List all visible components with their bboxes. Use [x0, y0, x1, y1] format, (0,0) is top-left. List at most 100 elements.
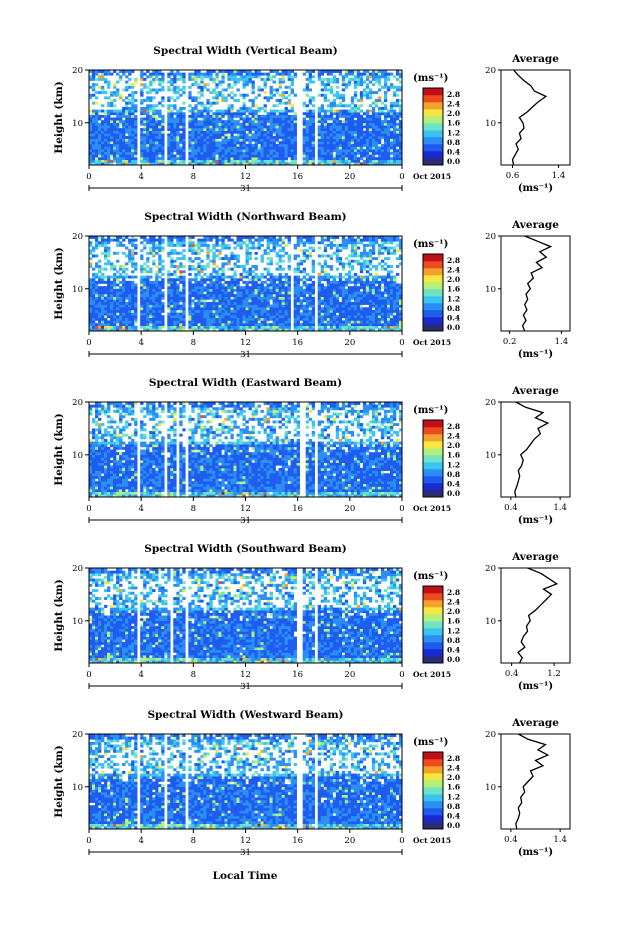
heatmap-cell	[215, 310, 218, 313]
heatmap-cell	[306, 139, 309, 142]
heatmap-cell	[209, 115, 212, 118]
heatmap-cell	[264, 91, 267, 94]
heatmap-cell	[188, 120, 191, 123]
heatmap-cell	[239, 299, 242, 302]
heatmap-cell	[324, 131, 327, 134]
heatmap-cell	[155, 289, 158, 292]
heatmap-cell	[230, 291, 233, 294]
heatmap-cell	[273, 305, 276, 308]
heatmap-cell	[101, 141, 104, 144]
heatmap-cell	[339, 123, 342, 126]
heatmap-cell	[98, 128, 101, 131]
heatmap-cell	[300, 249, 303, 252]
heatmap-cell	[246, 257, 249, 260]
heatmap-cell	[107, 152, 110, 155]
heatmap-cell	[197, 136, 200, 139]
heatmap-cell	[288, 75, 291, 78]
heatmap-cell	[167, 139, 170, 142]
heatmap-cell	[131, 118, 134, 121]
heatmap-cell	[327, 286, 330, 289]
heatmap-cell	[288, 141, 291, 144]
heatmap-cell	[122, 131, 125, 134]
heatmap-cell	[324, 276, 327, 279]
heatmap-cell	[236, 289, 239, 292]
heatmap-cell	[321, 139, 324, 142]
heatmap-cell	[318, 247, 321, 250]
heatmap-cell	[119, 289, 122, 292]
heatmap-cell	[119, 244, 122, 247]
heatmap-cell	[279, 278, 282, 281]
heatmap-cell	[158, 286, 161, 289]
heatmap-cell	[288, 125, 291, 128]
heatmap-cell	[333, 252, 336, 255]
heatmap-cell	[218, 147, 221, 150]
heatmap-cell	[161, 241, 164, 244]
heatmap-cell	[288, 99, 291, 102]
heatmap-cell	[354, 125, 357, 128]
heatmap-cell	[242, 75, 245, 78]
heatmap-cell	[230, 276, 233, 279]
heatmap-cell	[233, 302, 236, 305]
heatmap-cell	[279, 281, 282, 284]
heatmap-cell	[191, 152, 194, 155]
heatmap-cell	[146, 152, 149, 155]
heatmap-cell	[291, 152, 294, 155]
heatmap-cell	[107, 260, 110, 263]
heatmap-cell	[173, 310, 176, 313]
heatmap-cell	[306, 94, 309, 97]
heatmap-cell	[95, 281, 98, 284]
heatmap-cell	[285, 123, 288, 126]
heatmap-cell	[149, 313, 152, 316]
heatmap-cell	[303, 118, 306, 121]
heatmap-cell	[270, 273, 273, 276]
heatmap-cell	[236, 128, 239, 131]
heatmap-cell	[167, 96, 170, 99]
heatmap-cell	[339, 262, 342, 265]
heatmap-cell	[146, 110, 149, 113]
heatmap-cell	[119, 115, 122, 118]
heatmap-cell	[107, 120, 110, 123]
heatmap-cell	[348, 265, 351, 268]
heatmap-cell	[179, 107, 182, 110]
heatmap-cell	[95, 139, 98, 142]
heatmap-cell	[285, 133, 288, 136]
heatmap-cell	[294, 160, 297, 163]
heatmap-cell	[285, 115, 288, 118]
heatmap-cell	[215, 102, 218, 105]
heatmap-cell	[179, 120, 182, 123]
heatmap-cell	[327, 297, 330, 300]
heatmap-cell	[170, 305, 173, 308]
heatmap-cell	[98, 318, 101, 321]
heatmap-cell	[336, 136, 339, 139]
heatmap-cell	[333, 326, 336, 329]
heatmap-cell	[209, 73, 212, 76]
heatmap-cell	[215, 278, 218, 281]
heatmap-cell	[176, 139, 179, 142]
heatmap-cell	[152, 286, 155, 289]
heatmap-cell	[252, 157, 255, 160]
heatmap-cell	[179, 281, 182, 284]
heatmap-cell	[191, 133, 194, 136]
heatmap-cell	[128, 125, 131, 128]
heatmap-cell	[393, 110, 396, 113]
heatmap-cell	[348, 291, 351, 294]
heatmap-cell	[267, 247, 270, 250]
heatmap-cell	[140, 291, 143, 294]
heatmap-cell	[261, 160, 264, 163]
heatmap-cell	[396, 141, 399, 144]
heatmap-cell	[276, 268, 279, 271]
heatmap-cell	[318, 299, 321, 302]
heatmap-cell	[309, 284, 312, 287]
heatmap-cell	[393, 102, 396, 105]
heatmap-cell	[318, 286, 321, 289]
heatmap-cell	[384, 157, 387, 160]
heatmap-cell	[167, 81, 170, 84]
heatmap-cell	[252, 112, 255, 115]
heatmap-cell	[366, 131, 369, 134]
heatmap-cell	[143, 284, 146, 287]
heatmap-cell	[309, 115, 312, 118]
heatmap-cell	[261, 284, 264, 287]
heatmap-cell	[233, 160, 236, 163]
heatmap-cell	[140, 310, 143, 313]
heatmap-cell	[324, 260, 327, 263]
